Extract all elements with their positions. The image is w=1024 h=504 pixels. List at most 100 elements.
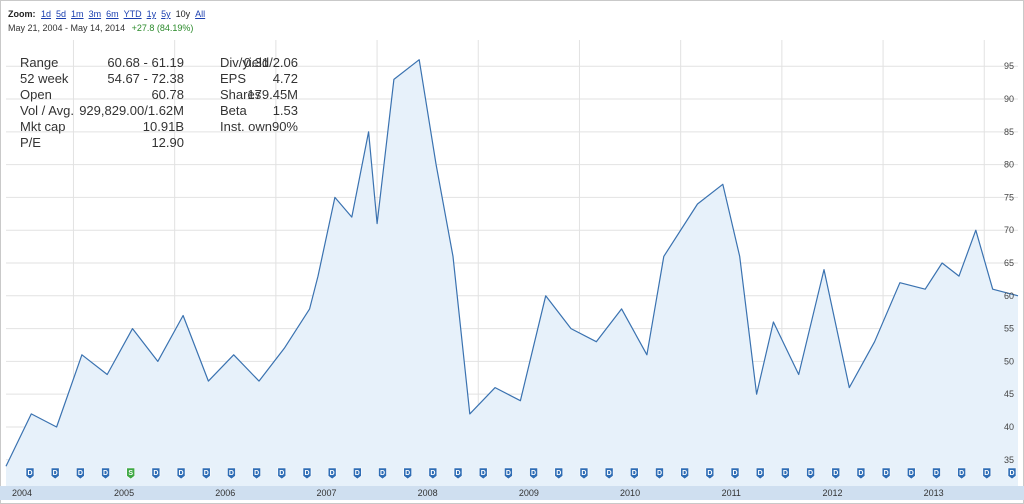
dividend-marker-icon[interactable]: D [428, 467, 438, 480]
stat-label: 52 week [20, 71, 69, 86]
marker-flag [554, 467, 564, 480]
marker-label: D [758, 470, 763, 477]
dividend-marker-icon[interactable]: D [705, 467, 715, 480]
zoom-option-5y[interactable]: 5y [161, 9, 171, 19]
dividend-marker-icon[interactable]: D [101, 467, 110, 480]
dividend-marker-icon[interactable]: D [353, 467, 362, 480]
dividend-marker-icon[interactable]: D [50, 467, 60, 480]
zoom-label: Zoom: [8, 9, 36, 19]
marker-label: D [254, 470, 259, 477]
marker-label: D [279, 470, 284, 477]
dividend-marker-icon[interactable]: D [277, 467, 287, 480]
dividend-marker-icon[interactable]: D [655, 467, 664, 480]
dividend-marker-icon[interactable]: D [151, 467, 161, 480]
x-tick-label: 2006 [215, 488, 235, 498]
marker-flag [201, 467, 211, 480]
dividend-marker-icon[interactable]: D [806, 467, 815, 480]
x-tick-label: 2004 [12, 488, 32, 498]
marker-flag [781, 467, 790, 480]
zoom-option-1d[interactable]: 1d [41, 9, 52, 19]
dividend-marker-icon[interactable]: D [957, 467, 966, 480]
marker-label: D [581, 470, 586, 477]
dividend-marker-icon[interactable]: D [327, 467, 337, 480]
dividend-marker-icon[interactable]: D [831, 467, 841, 480]
dividend-marker-icon[interactable]: D [252, 467, 261, 480]
dividend-marker-icon[interactable]: D [604, 467, 614, 480]
dividend-marker-icon[interactable]: D [25, 467, 35, 480]
dividend-marker-icon[interactable]: D [781, 467, 790, 480]
marker-flag [353, 467, 362, 480]
marker-label: D [153, 470, 158, 477]
marker-flag [705, 467, 715, 480]
stat-value: 4.72 [272, 71, 298, 86]
marker-flag [680, 467, 689, 480]
dividend-marker-icon[interactable]: D [856, 467, 866, 480]
dividend-marker-icon[interactable]: D [1007, 467, 1017, 480]
zoom-option-ytd[interactable]: YTD [123, 9, 142, 19]
zoom-option-1y[interactable]: 1y [146, 9, 157, 19]
dividend-marker-icon[interactable]: D [504, 467, 513, 480]
dividend-marker-icon[interactable]: D [680, 467, 689, 480]
marker-label: D [27, 470, 32, 477]
split-marker-icon[interactable]: S [126, 467, 136, 480]
marker-flag [831, 467, 841, 480]
marker-flag [1007, 467, 1017, 480]
y-tick-label: 80 [1004, 160, 1014, 170]
dividend-marker-icon[interactable]: D [76, 467, 85, 480]
stat-label: P/E [20, 135, 41, 150]
y-tick-label: 35 [1004, 455, 1014, 465]
zoom-option-10y[interactable]: 10y [175, 9, 191, 19]
zoom-option-5d[interactable]: 5d [56, 9, 67, 19]
dividend-marker-icon[interactable]: D [755, 467, 765, 480]
dividend-marker-icon[interactable]: D [881, 467, 891, 480]
marker-flag [529, 467, 538, 480]
y-tick-label: 70 [1004, 225, 1014, 235]
zoom-option-3m[interactable]: 3m [88, 9, 102, 19]
stat-label: Open [20, 87, 52, 102]
marker-label: S [128, 470, 133, 477]
price-line [5, 59, 1019, 467]
price-area-layer [5, 59, 1019, 486]
dividend-marker-icon[interactable]: D [403, 467, 412, 480]
marker-label: D [833, 470, 838, 477]
dividend-marker-icon[interactable]: D [201, 467, 211, 480]
zoom-option-1m[interactable]: 1m [71, 9, 84, 19]
stat-label: Vol / Avg. [20, 103, 74, 118]
marker-flag [932, 467, 941, 480]
marker-label: D [808, 470, 813, 477]
dividend-marker-icon[interactable]: D [554, 467, 564, 480]
dividend-marker-icon[interactable]: D [730, 467, 740, 480]
marker-label: D [959, 470, 964, 477]
stat-value: 60.78 [151, 87, 184, 102]
y-tick-label: 65 [1004, 258, 1014, 268]
stat-value: 90% [271, 119, 298, 134]
dividend-marker-icon[interactable]: D [579, 467, 589, 480]
dividend-marker-icon[interactable]: D [982, 467, 992, 480]
dividend-marker-icon[interactable]: D [478, 467, 488, 480]
marker-label: D [355, 470, 360, 477]
dividend-marker-icon[interactable]: D [227, 467, 236, 480]
zoom-toolbar: Zoom: 1d 5d 1m 3m 6m YTD 1y 5y 10y All [8, 9, 210, 19]
stat-value: 12.90 [151, 135, 184, 150]
dividend-marker-icon[interactable]: D [176, 467, 186, 480]
dividend-marker-icon[interactable]: D [453, 467, 463, 480]
marker-flag [504, 467, 513, 480]
marker-label: D [456, 470, 461, 477]
marker-label: D [531, 470, 536, 477]
dividend-marker-icon[interactable]: D [932, 467, 941, 480]
zoom-option-all[interactable]: All [195, 9, 206, 19]
y-tick-label: 75 [1004, 192, 1014, 202]
dividend-marker-icon[interactable]: D [630, 467, 639, 480]
marker-label: D [783, 470, 788, 477]
marker-flag [982, 467, 992, 480]
dividend-marker-icon[interactable]: D [906, 467, 916, 480]
zoom-option-6m[interactable]: 6m [106, 9, 119, 19]
dividend-marker-icon[interactable]: D [378, 467, 387, 480]
x-tick-label: 2013 [924, 488, 944, 498]
marker-label: D [707, 470, 712, 477]
marker-label: D [909, 470, 914, 477]
dividend-marker-icon[interactable]: D [529, 467, 538, 480]
dividend-marker-icon[interactable]: D [302, 467, 312, 480]
marker-label: D [179, 470, 184, 477]
y-tick-label: 85 [1004, 127, 1014, 137]
